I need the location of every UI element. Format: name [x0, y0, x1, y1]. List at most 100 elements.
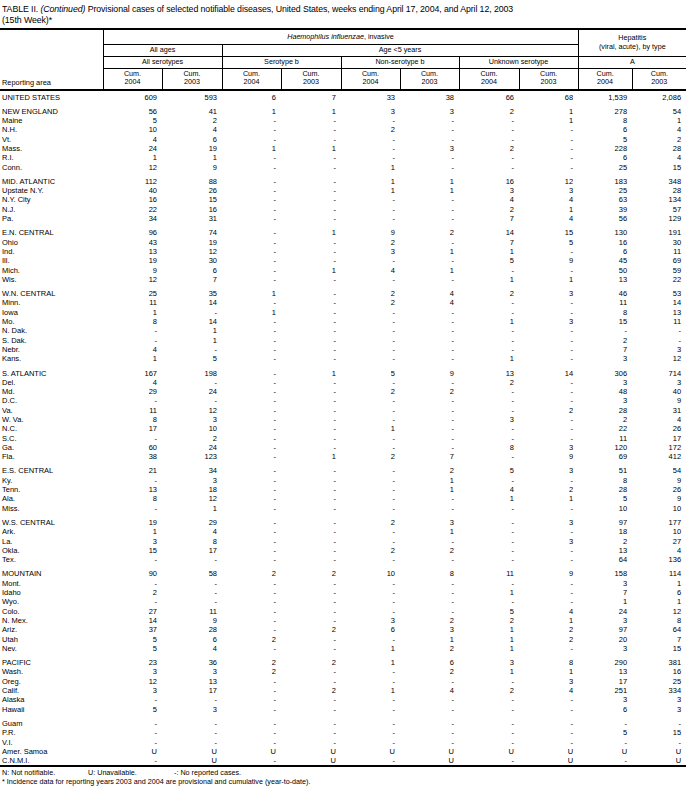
- value-cell: -: [519, 125, 578, 134]
- value-cell: -: [400, 677, 459, 686]
- value-cell: 16: [578, 238, 632, 247]
- value-cell: 18: [162, 485, 222, 494]
- value-cell: -: [281, 172, 341, 186]
- value-cell: 35: [162, 284, 222, 298]
- reporting-area-cell: Mich.: [0, 266, 103, 275]
- value-cell: 12: [519, 172, 578, 186]
- value-cell: -: [519, 378, 578, 387]
- value-cell: 5: [578, 728, 632, 737]
- value-cell: -: [400, 163, 459, 172]
- value-cell: 1: [341, 172, 400, 186]
- value-cell: 2: [400, 223, 459, 237]
- value-cell: -: [281, 336, 341, 345]
- value-cell: -: [281, 504, 341, 513]
- table-row: N.H.104--2---64: [0, 125, 686, 134]
- reporting-area-cell: Pa.: [0, 214, 103, 223]
- value-cell: -: [459, 597, 519, 606]
- value-cell: 60: [103, 443, 162, 452]
- value-cell: 39: [578, 205, 632, 214]
- value-cell: 56: [103, 102, 162, 116]
- value-cell: -: [222, 153, 281, 162]
- value-cell: 1: [103, 153, 162, 162]
- reporting-area-cell: NEW ENGLAND: [0, 102, 103, 116]
- value-cell: 7: [281, 90, 341, 102]
- reporting-area-cell: Colo.: [0, 607, 103, 616]
- value-cell: 22: [103, 205, 162, 214]
- reporting-area-cell: Ga.: [0, 443, 103, 452]
- value-cell: 4: [632, 153, 686, 162]
- value-cell: -: [281, 714, 341, 728]
- value-cell: -: [222, 205, 281, 214]
- value-cell: 1: [222, 308, 281, 317]
- table-row: N.J.2216----213957: [0, 205, 686, 214]
- value-cell: -: [519, 153, 578, 162]
- reporting-area-cell: D.C.: [0, 396, 103, 405]
- table-row: Ind.1312--311-611: [0, 247, 686, 256]
- value-cell: -: [222, 443, 281, 452]
- value-cell: -: [400, 504, 459, 513]
- value-cell: 2: [103, 588, 162, 597]
- value-cell: -: [400, 153, 459, 162]
- value-cell: 1: [459, 354, 519, 363]
- value-cell: -: [103, 728, 162, 737]
- value-cell: 56: [578, 214, 632, 223]
- value-cell: 43: [103, 238, 162, 247]
- value-cell: -: [281, 546, 341, 555]
- value-cell: 2: [341, 125, 400, 134]
- value-cell: 9: [400, 364, 459, 378]
- value-cell: -: [519, 266, 578, 275]
- value-cell: -: [103, 579, 162, 588]
- table-row: W.N. CENTRAL25351-24234653: [0, 284, 686, 298]
- value-cell: 2: [341, 387, 400, 396]
- value-cell: 3: [632, 695, 686, 704]
- table-row: N. Dak.-1--------: [0, 326, 686, 335]
- reporting-area-cell: Nebr.: [0, 345, 103, 354]
- value-cell: -: [341, 326, 400, 335]
- value-cell: -: [222, 705, 281, 714]
- serotype-b-header: Serotype b: [222, 56, 341, 68]
- value-cell: 1: [519, 102, 578, 116]
- value-cell: 5: [103, 116, 162, 125]
- table-row: MID. ATLANTIC11288--111612183348: [0, 172, 686, 186]
- value-cell: -: [222, 195, 281, 204]
- value-cell: 191: [632, 223, 686, 237]
- value-cell: -: [222, 345, 281, 354]
- value-cell: 1: [341, 186, 400, 195]
- value-cell: 25: [578, 163, 632, 172]
- value-cell: 1: [400, 485, 459, 494]
- value-cell: -: [400, 494, 459, 503]
- value-cell: 1: [459, 625, 519, 634]
- value-cell: -: [519, 504, 578, 513]
- value-cell: 198: [162, 364, 222, 378]
- value-cell: -: [222, 494, 281, 503]
- value-cell: -: [103, 555, 162, 564]
- reporting-area-cell: Mo.: [0, 317, 103, 326]
- value-cell: U: [632, 756, 686, 766]
- value-cell: -: [341, 415, 400, 424]
- value-cell: 2: [222, 635, 281, 644]
- value-cell: 3: [519, 186, 578, 195]
- value-cell: -: [400, 275, 459, 284]
- value-cell: 172: [632, 443, 686, 452]
- value-cell: -: [400, 135, 459, 144]
- value-cell: 2: [459, 616, 519, 625]
- value-cell: -: [222, 476, 281, 485]
- value-cell: 2: [519, 485, 578, 494]
- value-cell: 11: [103, 406, 162, 415]
- table-row: Ill.1930----594569: [0, 256, 686, 265]
- reporting-area-cell: Md.: [0, 387, 103, 396]
- value-cell: 2: [222, 653, 281, 667]
- value-cell: 7: [578, 345, 632, 354]
- reporting-area-cell: R.I.: [0, 153, 103, 162]
- value-cell: -: [341, 738, 400, 747]
- value-cell: -: [400, 125, 459, 134]
- value-cell: 19: [103, 256, 162, 265]
- value-cell: -: [341, 135, 400, 144]
- table-row: Tenn.1318---1422826: [0, 485, 686, 494]
- value-cell: 5: [103, 635, 162, 644]
- value-cell: 25: [578, 186, 632, 195]
- value-cell: U: [222, 747, 281, 756]
- value-cell: 40: [632, 387, 686, 396]
- value-cell: -: [281, 238, 341, 247]
- table-row: W. Va.83----3-24: [0, 415, 686, 424]
